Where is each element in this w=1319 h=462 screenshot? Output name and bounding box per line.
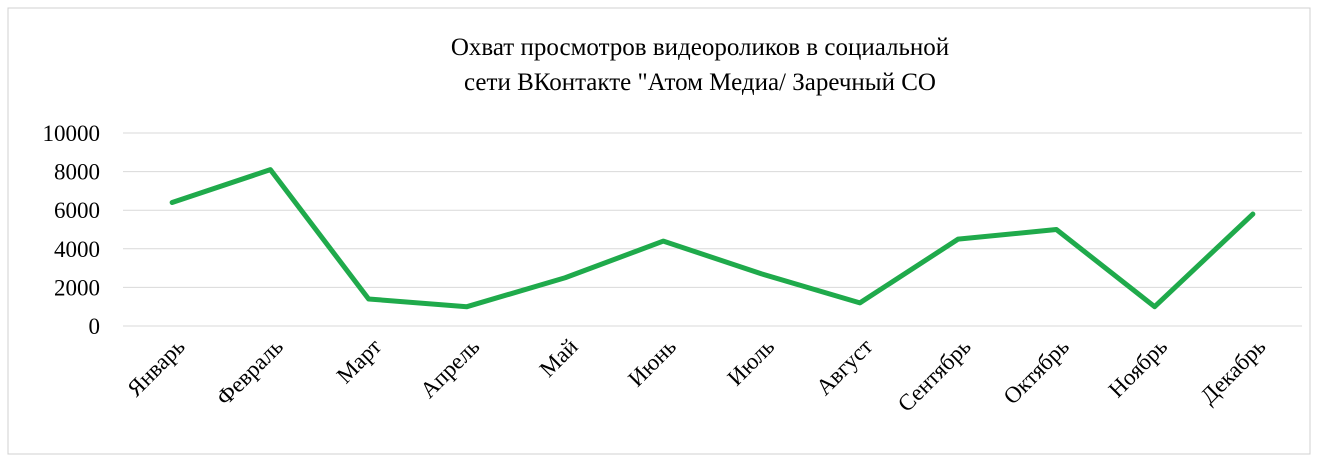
y-tick-label: 8000 (54, 160, 100, 185)
y-tick-label: 6000 (54, 198, 100, 223)
y-tick-label: 10000 (43, 121, 101, 146)
y-tick-label: 2000 (54, 275, 100, 300)
y-tick-label: 0 (89, 314, 101, 339)
chart-border (7, 7, 1311, 455)
chart-title: Охват просмотров видеороликов в социальн… (451, 34, 949, 61)
line (169, 167, 1256, 310)
chart-title: сети ВКонтакте "Атом Медиа/ Заречный СО (464, 69, 936, 96)
y-tick-label: 4000 (54, 237, 100, 262)
